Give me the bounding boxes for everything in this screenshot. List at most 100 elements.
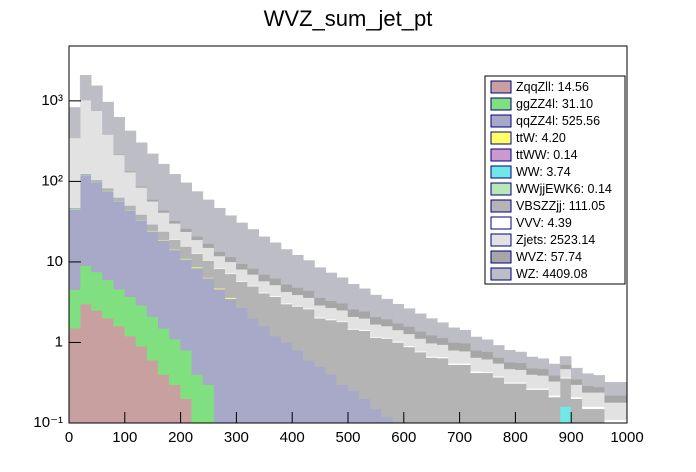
histogram-bar: [358, 398, 371, 423]
histogram-bar: [247, 229, 259, 269]
legend-swatch: [490, 148, 512, 162]
histogram-bar: [515, 362, 527, 370]
histogram-bar: [414, 331, 427, 339]
histogram-bar: [269, 284, 282, 297]
x-tick-label: 400: [280, 429, 305, 446]
legend-swatch: [490, 131, 512, 145]
histogram-bar: [336, 277, 349, 304]
histogram-bar: [180, 258, 193, 351]
histogram-bar: [403, 333, 416, 347]
histogram-bar: [202, 277, 215, 385]
histogram-bar: [113, 288, 126, 327]
y-tick-label: 10: [46, 253, 63, 270]
legend-label: WW: 3.74: [516, 165, 571, 179]
histogram-bar: [370, 316, 382, 325]
histogram-bar: [269, 335, 282, 423]
histogram-bar: [336, 302, 349, 311]
histogram-bar: [191, 239, 204, 254]
histogram-bar: [158, 210, 170, 213]
histogram-bar: [503, 368, 516, 383]
histogram-bar: [158, 212, 170, 232]
histogram-bar: [325, 319, 338, 375]
histogram-bar: [280, 249, 293, 285]
histogram-bar: [548, 375, 561, 382]
histogram-bar: [303, 290, 315, 298]
histogram-bar: [347, 390, 360, 423]
histogram-bar: [269, 296, 282, 337]
histogram-bar: [358, 330, 371, 400]
histogram-bar: [135, 304, 148, 347]
histogram-bar: [381, 318, 393, 327]
histogram-bar: [526, 374, 538, 389]
histogram-bar: [146, 360, 159, 423]
histogram-bar: [169, 220, 181, 224]
histogram-bar: [146, 199, 159, 202]
histogram-bar: [102, 190, 114, 281]
histogram-bar: [593, 408, 605, 423]
histogram-bar: [559, 377, 572, 407]
histogram-bar: [325, 300, 338, 308]
histogram-bar: [247, 274, 259, 286]
histogram-bar: [79, 99, 92, 174]
histogram-bar: [314, 304, 326, 318]
legend-swatch: [490, 250, 512, 264]
histogram-bar: [191, 236, 204, 241]
histogram-bar: [213, 255, 226, 269]
histogram-bar: [537, 375, 550, 389]
legend-swatch: [490, 267, 512, 281]
histogram-bar: [492, 376, 505, 423]
histogram-bar: [113, 197, 126, 202]
histogram-bar: [414, 313, 427, 332]
histogram-bar: [269, 277, 282, 286]
histogram-bar: [291, 254, 304, 288]
histogram-bar: [158, 163, 170, 211]
histogram-bar: [202, 247, 215, 261]
histogram-bar: [69, 209, 81, 291]
histogram-bar: [481, 358, 494, 373]
histogram-bar: [169, 174, 181, 221]
histogram-bar: [91, 310, 103, 423]
histogram-bar: [593, 386, 605, 393]
histogram-bar: [582, 408, 594, 423]
histogram-bar: [180, 398, 193, 423]
histogram-bar: [202, 384, 215, 423]
histogram-bar: [437, 337, 449, 345]
histogram-bar: [593, 375, 605, 388]
legend-swatch: [490, 80, 512, 94]
histogram-bar: [303, 308, 315, 361]
histogram-bar: [224, 273, 237, 298]
histogram-bar: [370, 337, 382, 410]
legend-swatch: [490, 199, 512, 213]
histogram-bar: [459, 342, 472, 352]
histogram-bar: [258, 280, 271, 293]
histogram-bar: [604, 419, 617, 423]
histogram-bar: [69, 137, 81, 208]
x-tick-label: 700: [447, 429, 472, 446]
histogram-bar: [570, 378, 583, 385]
histogram-bar: [570, 398, 583, 423]
histogram-bar: [291, 306, 304, 351]
histogram-bar: [113, 325, 126, 423]
histogram-bar: [247, 268, 259, 275]
histogram-bar: [370, 294, 382, 318]
x-tick-label: 0: [65, 429, 73, 446]
histogram-bar: [414, 338, 427, 352]
histogram-bar: [358, 288, 371, 312]
histogram-bar: [615, 419, 627, 423]
histogram-bar: [158, 240, 170, 329]
histogram-bar: [247, 285, 259, 319]
histogram-bar: [392, 329, 405, 342]
x-tick-label: 200: [168, 429, 193, 446]
histogram-bar: [582, 385, 594, 393]
histogram-bar: [258, 274, 271, 282]
histogram-bar: [169, 384, 181, 423]
histogram-bar: [381, 416, 393, 423]
histogram-bar: [470, 372, 483, 423]
histogram-bar: [570, 384, 583, 398]
histogram-bar: [124, 296, 137, 337]
histogram-bar: [113, 201, 126, 290]
histogram-bar: [314, 297, 326, 306]
histogram-bar: [169, 249, 181, 340]
histogram-bar: [604, 382, 617, 396]
histogram-bar: [291, 350, 304, 423]
